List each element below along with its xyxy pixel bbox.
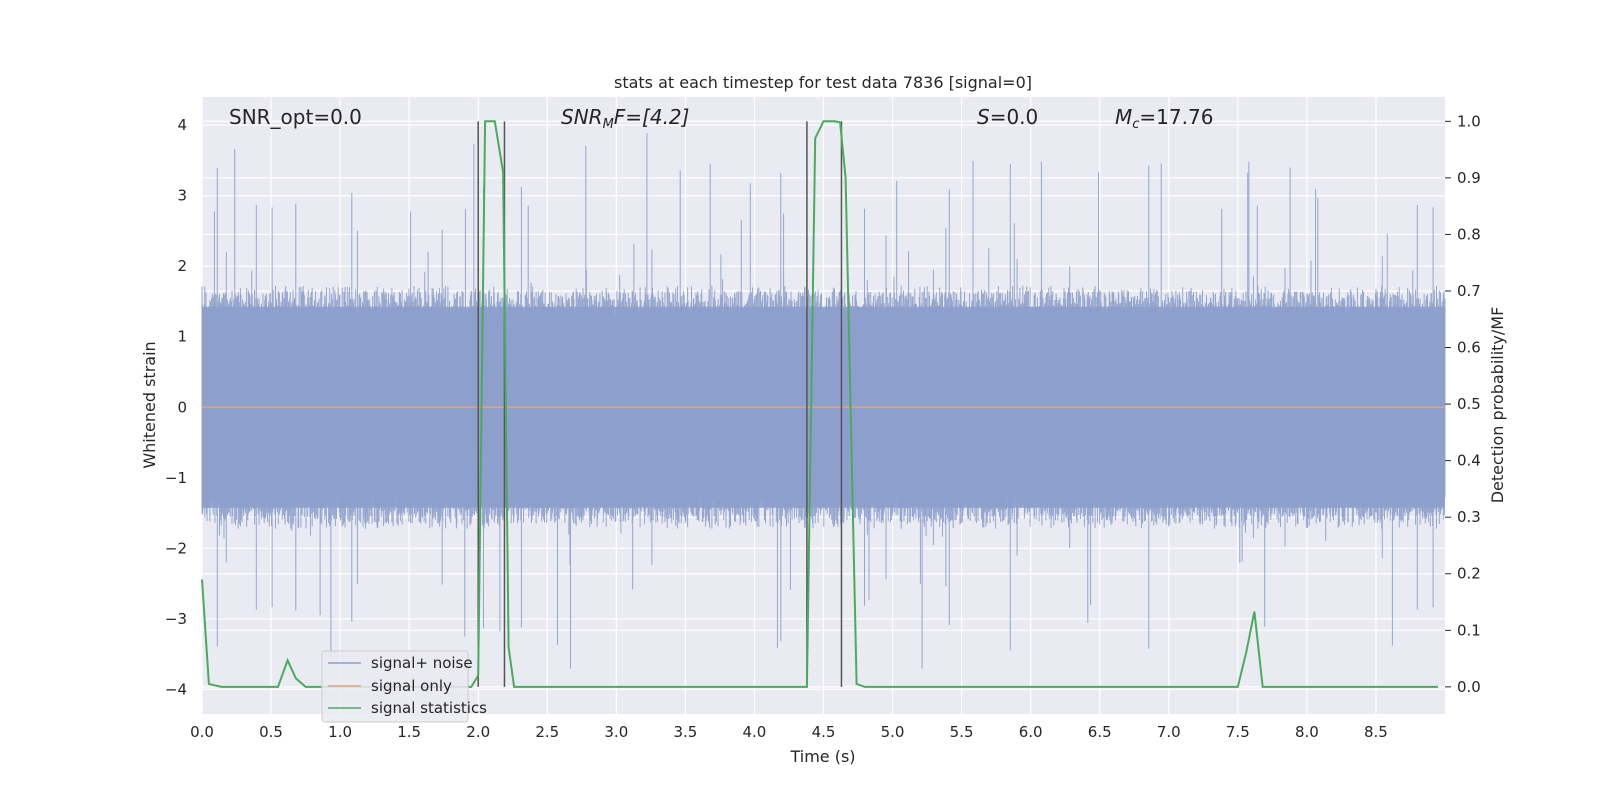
x-tick-label: 4.5 xyxy=(812,723,836,741)
legend-label-signal-only: signal only xyxy=(371,677,452,695)
x-tick-label: 6.0 xyxy=(1019,723,1043,741)
y-tick-label: 2 xyxy=(177,257,187,275)
x-axis-ticks: 0.0 0.5 1.0 1.5 2.0 2.5 3.0 3.5 4.0 4.5 5.0 5.5 6.0 6… xyxy=(190,723,1388,741)
x-tick-label: 8.5 xyxy=(1364,723,1388,741)
legend-box xyxy=(321,650,469,723)
y-axis-ticks-left: 4 3 2 1 0 −1 −2 −3 −4 xyxy=(165,116,187,698)
y-tick-label-right: 0.6 xyxy=(1457,339,1481,357)
y-tick-label: 4 xyxy=(177,116,187,134)
x-tick-label: 8.0 xyxy=(1295,723,1319,741)
x-tick-label: 3.5 xyxy=(673,723,697,741)
y-tick-label: 1 xyxy=(177,328,187,346)
legend-label-signal-statistics: signal statistics xyxy=(371,699,487,717)
y-tick-label-right: 0.1 xyxy=(1457,621,1481,639)
y-tick-label: −4 xyxy=(165,680,187,698)
annotation-s: S=0.0 xyxy=(977,105,1038,129)
annotation-snr-opt: SNR_opt=0.0 xyxy=(229,105,362,129)
y-tick-label: −1 xyxy=(165,469,187,487)
y-tick-label-right: 1.0 xyxy=(1457,112,1481,130)
x-tick-label: 5.5 xyxy=(950,723,974,741)
chart-title: stats at each timestep for test data 783… xyxy=(614,73,1032,92)
x-tick-label: 6.5 xyxy=(1088,723,1112,741)
x-axis-label: Time (s) xyxy=(789,747,855,766)
y-tick-label: 3 xyxy=(177,187,187,205)
legend: signal+ noise signal only signal statist… xyxy=(321,650,487,723)
x-tick-label: 2.5 xyxy=(535,723,559,741)
annotation-snr-mf: SNRMF=[4.2] xyxy=(561,105,689,132)
y-tick-label: −3 xyxy=(165,610,187,628)
y-tick-label-right: 0.2 xyxy=(1457,565,1481,583)
y-axis-ticks-right: 1.0 0.9 0.8 0.7 0.6 0.5 0.4 0.3 0.2 0.1 0.0 xyxy=(1445,112,1481,696)
annotation-mc: Mc=17.76 xyxy=(1115,105,1213,132)
y-tick-label-right: 0.7 xyxy=(1457,282,1481,300)
x-tick-label: 3.0 xyxy=(604,723,628,741)
x-tick-label: 2.0 xyxy=(466,723,490,741)
y-tick-label-right: 0.0 xyxy=(1457,678,1481,696)
statistics-line xyxy=(201,120,1439,688)
legend-label-signal-noise: signal+ noise xyxy=(371,654,473,672)
x-tick-label: 7.5 xyxy=(1226,723,1250,741)
y-tick-label-right: 0.9 xyxy=(1457,169,1481,187)
y-tick-label-right: 0.5 xyxy=(1457,395,1481,413)
y-tick-label-right: 0.3 xyxy=(1457,508,1481,526)
x-tick-label: 0.0 xyxy=(190,723,214,741)
x-tick-label: 7.0 xyxy=(1157,723,1181,741)
y-tick-label-right: 0.4 xyxy=(1457,452,1481,470)
x-tick-label: 1.5 xyxy=(397,723,421,741)
y-axis-label: Whitened strain xyxy=(140,341,159,468)
x-tick-label: 4.0 xyxy=(743,723,767,741)
y-tick-label: −2 xyxy=(165,539,187,557)
y-tick-label: 0 xyxy=(177,398,187,416)
statistics-series xyxy=(201,120,1439,688)
y-tick-label-right: 0.8 xyxy=(1457,225,1481,243)
x-tick-label: 5.0 xyxy=(881,723,905,741)
y-axis-label-right: Detection probability/MF xyxy=(1488,307,1507,504)
x-tick-label: 1.0 xyxy=(328,723,352,741)
x-tick-label: 0.5 xyxy=(259,723,283,741)
